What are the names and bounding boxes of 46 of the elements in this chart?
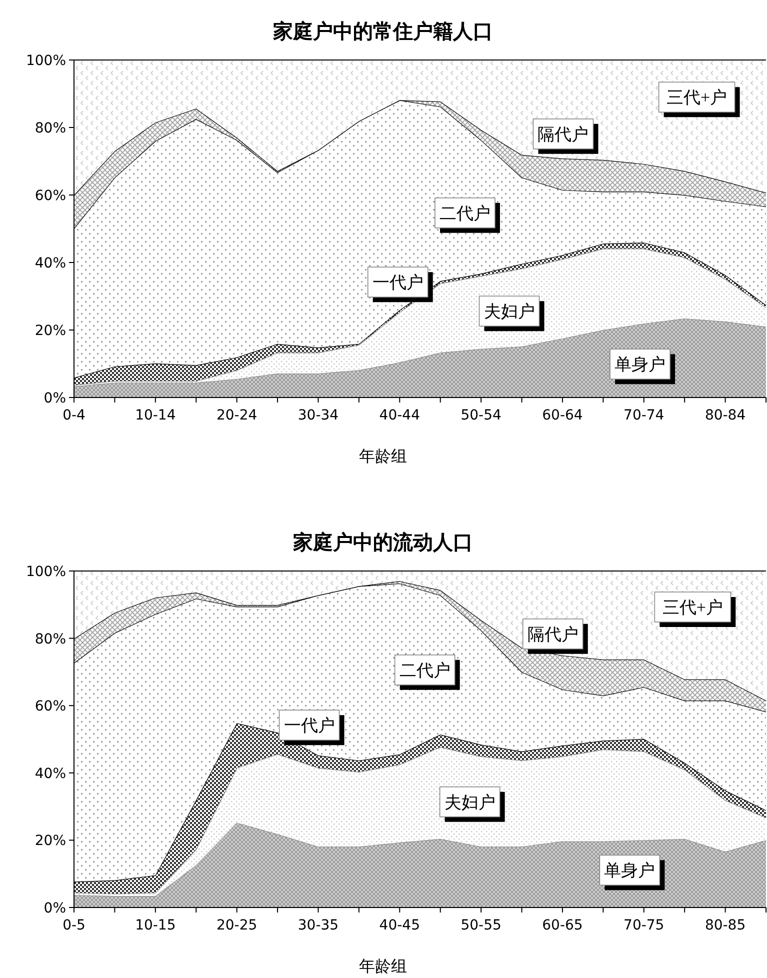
x-tick-label: 20-25	[216, 918, 258, 934]
x-tick-label: 80-84	[704, 408, 746, 424]
x-tick-label: 60-64	[542, 408, 583, 424]
x-tick-label: 30-35	[298, 918, 339, 934]
series-label: 夫妇户	[444, 792, 496, 812]
series-label: 三代+户	[662, 598, 723, 618]
chart-title: 家庭户中的常住户籍人口	[272, 19, 493, 43]
x-tick-label: 70-75	[624, 918, 664, 934]
y-tick-label: 100%	[26, 564, 66, 580]
x-tick-label: 60-65	[542, 918, 583, 934]
series-label: 单身户	[614, 355, 666, 374]
x-tick-label: 50-54	[460, 408, 502, 424]
y-tick-label: 80%	[34, 120, 66, 136]
x-tick-label: 40-45	[379, 918, 420, 934]
series-label: 隔代户	[527, 624, 578, 644]
y-tick-label: 80%	[34, 631, 66, 648]
series-label: 三代+户	[666, 88, 728, 108]
y-tick-label: 40%	[34, 256, 66, 272]
y-tick-label: 0%	[44, 390, 66, 406]
chart-title: 家庭户中的流动人口	[292, 530, 473, 554]
x-tick-label: 10-14	[135, 408, 176, 424]
x-tick-label: 30-34	[298, 408, 339, 424]
series-label: 一代户	[284, 716, 335, 736]
y-tick-label: 40%	[34, 766, 66, 782]
y-tick-label: 60%	[34, 188, 66, 204]
y-tick-label: 20%	[34, 323, 66, 339]
series-label: 一代户	[372, 273, 424, 292]
x-axis-title: 年龄组	[359, 956, 407, 976]
x-tick-label: 80-85	[704, 918, 746, 934]
x-tick-label: 0-5	[62, 918, 86, 934]
y-tick-label: 0%	[44, 900, 66, 916]
x-tick-label: 70-74	[624, 408, 664, 424]
y-tick-label: 100%	[26, 53, 66, 69]
y-tick-label: 20%	[34, 833, 66, 850]
x-tick-label: 0-4	[62, 408, 86, 424]
x-tick-label: 40-44	[379, 408, 420, 424]
x-tick-label: 50-55	[460, 918, 502, 934]
series-label: 夫妇户	[484, 302, 535, 322]
y-tick-label: 60%	[34, 698, 66, 715]
x-axis-title: 年龄组	[359, 446, 407, 466]
series-label: 二代户	[399, 660, 450, 680]
series-label: 隔代户	[538, 124, 589, 144]
x-tick-label: 10-15	[135, 918, 176, 934]
series-label: 单身户	[604, 861, 656, 880]
series-label: 二代户	[439, 204, 490, 223]
x-tick-label: 20-24	[216, 408, 258, 424]
